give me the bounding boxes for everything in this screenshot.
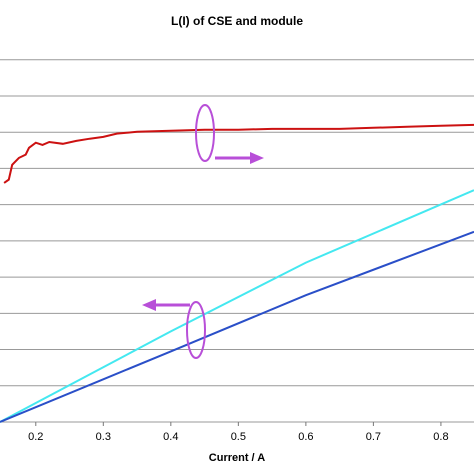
x-tick-label: 0.8 — [433, 431, 448, 443]
annotation-ellipse — [195, 104, 215, 162]
x-tick-label: 0.6 — [298, 431, 313, 443]
annotation — [142, 104, 264, 359]
x-tick-label: 0.4 — [163, 431, 178, 443]
line-series — [0, 230, 474, 423]
x-tick-label: 0.5 — [231, 431, 246, 443]
annotation-arrowhead — [142, 299, 156, 311]
annotation-arrowhead — [250, 152, 264, 164]
line-series — [0, 189, 474, 423]
x-tick-label: 0.2 — [28, 431, 43, 443]
x-axis-label: Current / A — [209, 452, 265, 464]
x-tick-label: 0.7 — [366, 431, 381, 443]
x-tick-label: 0.3 — [96, 431, 111, 443]
chart-title: L(I) of CSE and module — [171, 14, 303, 28]
line-series — [3, 123, 474, 184]
annotation-ellipse — [186, 301, 206, 359]
